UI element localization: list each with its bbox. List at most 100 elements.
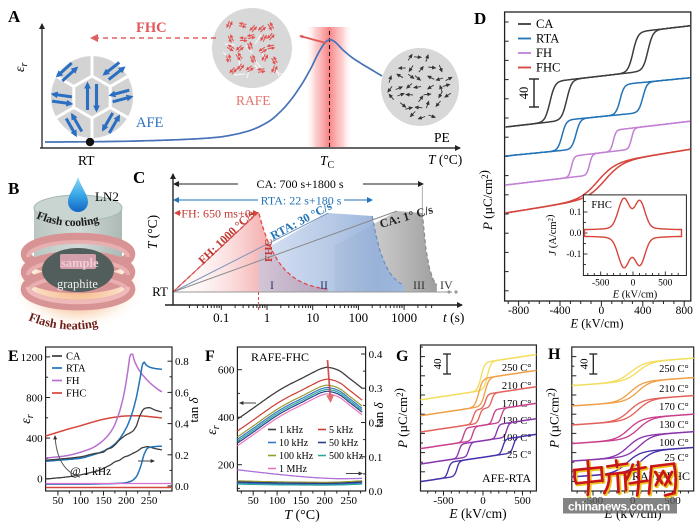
svg-text:0.1: 0.1 <box>570 208 582 218</box>
svg-text:εr: εr <box>13 62 30 72</box>
svg-text:-500: -500 <box>433 495 454 507</box>
svg-text:0.4: 0.4 <box>369 349 383 361</box>
svg-text:100: 100 <box>72 495 89 507</box>
svg-text:I: I <box>270 278 274 292</box>
svg-text:E (kV/cm): E (kV/cm) <box>612 290 658 301</box>
svg-text:T (°C): T (°C) <box>284 508 320 523</box>
svg-text:50: 50 <box>52 495 64 507</box>
svg-text:RAFE-FHC: RAFE-FHC <box>251 350 309 364</box>
svg-text:1 kHz: 1 kHz <box>279 425 304 436</box>
svg-text:D: D <box>474 9 486 28</box>
svg-text:-500: -500 <box>592 279 610 289</box>
svg-text:FH: FH <box>66 376 80 387</box>
svg-text:-0.1: -0.1 <box>566 250 581 260</box>
svg-text:0: 0 <box>631 279 636 289</box>
svg-text:E: E <box>8 348 19 365</box>
svg-text:RTA: RTA <box>536 32 559 46</box>
svg-text:C: C <box>133 168 145 187</box>
svg-text:250: 250 <box>141 495 158 507</box>
svg-text:F: F <box>205 348 215 365</box>
svg-text:tan δ: tan δ <box>371 401 386 427</box>
svg-text:LN2: LN2 <box>95 189 119 204</box>
svg-text:P (µC/cm2): P (µC/cm2) <box>391 388 410 449</box>
svg-text:CA: 700 s+1800 s: CA: 700 s+1800 s <box>256 177 343 191</box>
svg-text:IV: IV <box>440 278 453 292</box>
svg-text:0.0: 0.0 <box>369 486 383 498</box>
svg-text:400: 400 <box>634 305 652 317</box>
svg-text:AFE: AFE <box>136 115 164 131</box>
svg-text:H: H <box>548 346 561 363</box>
svg-text:II: II <box>320 278 328 292</box>
svg-text:T (°C): T (°C) <box>145 215 160 249</box>
svg-text:J (A/cm2): J (A/cm2) <box>545 214 559 256</box>
svg-text:1 MHz: 1 MHz <box>279 464 308 475</box>
svg-text:sample: sample <box>61 256 99 270</box>
svg-text:0.1: 0.1 <box>213 310 229 325</box>
svg-text:FHC: FHC <box>536 61 560 75</box>
svg-text:250 C°: 250 C° <box>659 364 689 375</box>
svg-text:250: 250 <box>340 495 357 507</box>
svg-text:1: 1 <box>264 310 271 325</box>
svg-text:170 C°: 170 C° <box>659 402 689 413</box>
svg-text:150: 150 <box>293 495 310 507</box>
svg-text:-800: -800 <box>508 305 529 317</box>
svg-text:RAFE: RAFE <box>236 93 271 108</box>
svg-text:100 C°: 100 C° <box>659 438 689 449</box>
svg-text:1000: 1000 <box>391 310 417 325</box>
svg-text:0.8: 0.8 <box>175 356 189 368</box>
svg-text:100 kHz: 100 kHz <box>279 451 314 462</box>
svg-text:CA: CA <box>66 352 81 363</box>
svg-text:FH: 650 ms+0: FH: 650 ms+0 <box>181 207 250 221</box>
svg-text:RTA: RTA <box>66 364 86 375</box>
svg-text:50 kHz: 50 kHz <box>329 438 359 449</box>
svg-text:0.2: 0.2 <box>175 450 189 462</box>
svg-text:150: 150 <box>95 495 112 507</box>
svg-text:-400: -400 <box>549 305 570 317</box>
svg-text:210 C°: 210 C° <box>659 384 689 395</box>
svg-text:400: 400 <box>26 433 43 445</box>
svg-text:100: 100 <box>269 495 286 507</box>
svg-text:FHC: FHC <box>591 200 611 211</box>
svg-text:0.4: 0.4 <box>175 419 189 431</box>
svg-text:0.0: 0.0 <box>175 481 189 493</box>
svg-text:50: 50 <box>248 495 260 507</box>
svg-text:graphite: graphite <box>57 277 98 291</box>
svg-text:100: 100 <box>349 310 369 325</box>
svg-text:0.6: 0.6 <box>175 387 189 399</box>
svg-text:800: 800 <box>26 393 43 405</box>
svg-text:εr: εr <box>19 414 36 424</box>
svg-text:εr: εr <box>205 425 222 435</box>
svg-text:B: B <box>8 179 19 198</box>
svg-text:170 C°: 170 C° <box>502 399 532 410</box>
svg-text:500 kHz: 500 kHz <box>329 451 364 462</box>
svg-text:III: III <box>413 278 425 292</box>
svg-text:t (s): t (s) <box>443 310 464 325</box>
svg-text:G: G <box>396 348 409 365</box>
svg-text:40: 40 <box>578 358 590 370</box>
svg-text:25 C°: 25 C° <box>507 450 531 461</box>
svg-text:RTA: 22 s+180 s: RTA: 22 s+180 s <box>261 194 342 208</box>
svg-text:T (°C): T (°C) <box>428 152 462 167</box>
svg-text:0: 0 <box>37 474 43 486</box>
svg-text:500: 500 <box>658 279 673 289</box>
svg-text:500: 500 <box>514 495 531 507</box>
svg-text:0.2: 0.2 <box>369 418 383 430</box>
svg-text:40: 40 <box>432 358 444 370</box>
svg-text:200: 200 <box>118 495 135 507</box>
svg-text:E (kV/cm): E (kV/cm) <box>569 317 623 331</box>
svg-text:chinanews.com.cn: chinanews.com.cn <box>568 500 670 514</box>
svg-text:tan δ: tan δ <box>186 396 201 422</box>
svg-text:0.1: 0.1 <box>369 452 383 464</box>
svg-text:@ 1 kHz: @ 1 kHz <box>70 466 111 478</box>
svg-text:200: 200 <box>317 495 334 507</box>
svg-text:A: A <box>8 7 21 26</box>
svg-text:400: 400 <box>218 412 235 424</box>
svg-text:10 kHz: 10 kHz <box>279 438 309 449</box>
svg-text:P (µC/cm2): P (µC/cm2) <box>542 388 561 449</box>
svg-text:250 C°: 250 C° <box>502 363 532 374</box>
svg-text:200: 200 <box>218 460 235 472</box>
svg-text:0.0: 0.0 <box>570 229 582 239</box>
svg-text:E (kV/cm): E (kV/cm) <box>448 506 506 521</box>
svg-text:40: 40 <box>517 87 531 100</box>
svg-text:FHC: FHC <box>66 389 86 400</box>
